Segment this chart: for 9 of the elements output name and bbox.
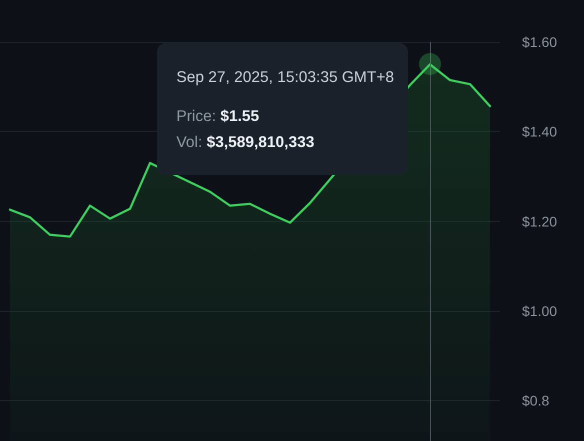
annotation: Sep 27, 2025, 15:03:35 GMT+8: [176, 68, 394, 88]
y-tick-label: $1.60: [522, 34, 558, 50]
y-tick-label: $1.00: [522, 302, 558, 319]
annotation: Price: $1.55: [176, 108, 260, 125]
y-tick-label: $1.40: [522, 124, 558, 140]
tooltip: Sep 27, 2025, 15:03:35 GMT+8 Price: $1.55 Vol: $3,589,810,333: [157, 43, 408, 175]
y-tick-label: $1.20: [522, 213, 558, 230]
annotation: Vol: $3,589,810,333: [176, 134, 314, 151]
y-tick-label: $0.8: [522, 392, 550, 409]
